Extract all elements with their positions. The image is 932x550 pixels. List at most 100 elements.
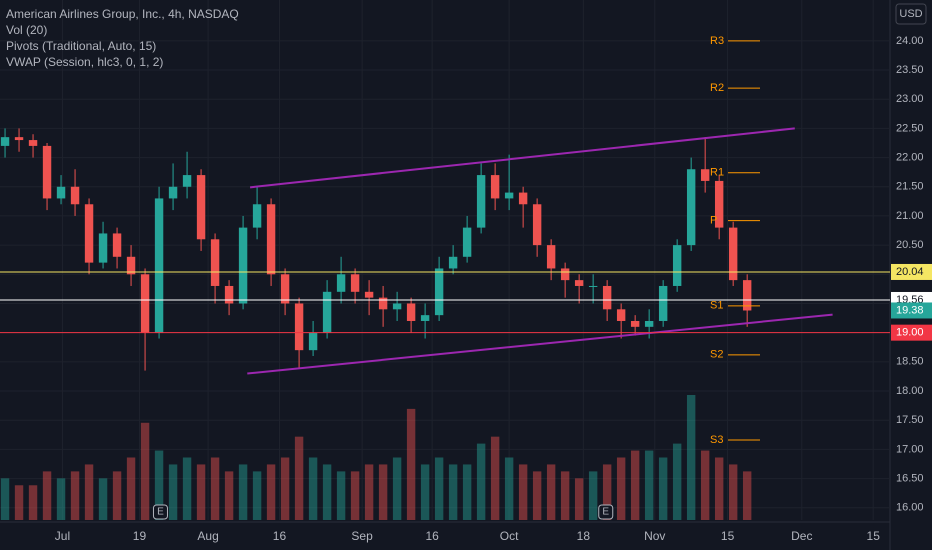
- volume-bar: [476, 443, 486, 520]
- volume-bar: [742, 471, 752, 520]
- y-tick-label: 22.00: [896, 151, 924, 163]
- candle-body: [294, 303, 304, 351]
- x-tick-label: 18: [577, 529, 591, 543]
- volume-bar: [490, 436, 500, 520]
- y-tick-label: 17.00: [896, 443, 924, 455]
- event-marker: [152, 504, 168, 520]
- candle-body: [616, 309, 626, 321]
- volume-bar: [56, 478, 66, 520]
- volume-bar: [182, 457, 192, 520]
- indicator: Vol (20): [6, 23, 47, 37]
- y-tick-label: 16.50: [896, 472, 924, 484]
- indicator: VWAP (Session, hlc3, 0, 1, 2): [6, 55, 163, 69]
- pivot-label: R2: [710, 82, 724, 94]
- candle-body: [14, 137, 24, 141]
- chart-title: American Airlines Group, Inc., 4h, NASDA…: [6, 7, 239, 21]
- candle-body: [630, 320, 640, 327]
- candle-body: [392, 303, 402, 310]
- x-tick-label: Jul: [55, 529, 70, 543]
- currency-box[interactable]: [895, 3, 927, 25]
- candle-body: [182, 175, 192, 187]
- volume-bar: [714, 457, 724, 520]
- volume-bar: [448, 464, 458, 520]
- volume-bar: [364, 464, 374, 520]
- candle-body: [210, 239, 220, 286]
- candle-body: [532, 204, 542, 246]
- candle-body: [714, 180, 724, 228]
- candle-body: [364, 291, 374, 298]
- candle-body: [700, 169, 710, 181]
- candle-body: [448, 256, 458, 269]
- candle-body: [266, 204, 276, 275]
- x-tick-label: 19: [133, 529, 147, 543]
- volume-bar: [420, 464, 430, 520]
- volume-bar: [518, 464, 528, 520]
- price-tag-label: 20.04: [896, 266, 924, 278]
- x-tick-label: Dec: [791, 529, 812, 543]
- candle-body: [350, 274, 360, 292]
- y-tick-label: 23.00: [896, 93, 924, 105]
- candle-body: [742, 280, 752, 311]
- volume-bar: [546, 464, 556, 520]
- candle-body: [126, 256, 136, 275]
- candle-body: [728, 227, 738, 281]
- candle-body: [308, 332, 318, 351]
- volume-bar: [42, 471, 52, 520]
- volume-bar: [392, 457, 402, 520]
- volume-bar: [574, 478, 584, 520]
- candle-body: [322, 291, 332, 333]
- event-label: E: [602, 507, 609, 518]
- volume-bar: [350, 471, 360, 520]
- volume-bar: [14, 485, 24, 520]
- volume-bar: [154, 450, 164, 520]
- price-tag-label: 19.00: [896, 327, 924, 339]
- candle-body: [378, 297, 388, 310]
- y-tick-label: 17.50: [896, 414, 924, 426]
- y-tick-label: 18.00: [896, 385, 924, 397]
- candle-body: [56, 186, 66, 199]
- volume-bar: [266, 464, 276, 520]
- volume-bar: [252, 471, 262, 520]
- volume-bar: [98, 478, 108, 520]
- candle-body: [560, 268, 570, 281]
- candle-body: [490, 175, 500, 199]
- candle-body: [112, 233, 122, 257]
- pivot-label: R1: [710, 167, 724, 179]
- pivot-label: S2: [710, 349, 723, 361]
- candle-body: [518, 192, 528, 205]
- y-tick-label: 21.00: [896, 210, 924, 222]
- volume-bar: [84, 464, 94, 520]
- last-price-label: 19.38: [896, 304, 924, 316]
- channel-line: [249, 127, 795, 189]
- volume-bar: [336, 471, 346, 520]
- y-tick-label: 24.00: [896, 35, 924, 47]
- volume-bar: [504, 457, 514, 520]
- volume-bar: [294, 436, 304, 520]
- volume-bar: [280, 457, 290, 520]
- x-tick-label: Nov: [644, 529, 665, 543]
- volume-bar: [126, 457, 136, 520]
- volume-bar: [602, 464, 612, 520]
- volume-bar: [140, 422, 150, 520]
- x-tick-label: Sep: [351, 529, 373, 543]
- candle-body: [196, 175, 206, 240]
- pivot-label: P: [710, 215, 717, 227]
- pivot-label: R3: [710, 35, 724, 47]
- candle-body: [658, 285, 668, 321]
- candle-body: [0, 137, 10, 146]
- pivot-label: S3: [710, 434, 723, 446]
- volume-bar: [196, 464, 206, 520]
- volume-bar: [588, 471, 598, 520]
- x-tick-label: 15: [721, 529, 735, 543]
- candle-body: [252, 204, 262, 228]
- price-tag: [891, 263, 932, 280]
- candle-body: [98, 233, 108, 263]
- x-tick-label: 16: [273, 529, 287, 543]
- price-tag: [891, 324, 932, 341]
- volume-bar: [378, 464, 388, 520]
- candle-body: [672, 245, 682, 286]
- volume-bar: [238, 464, 248, 520]
- candle-body: [168, 186, 178, 199]
